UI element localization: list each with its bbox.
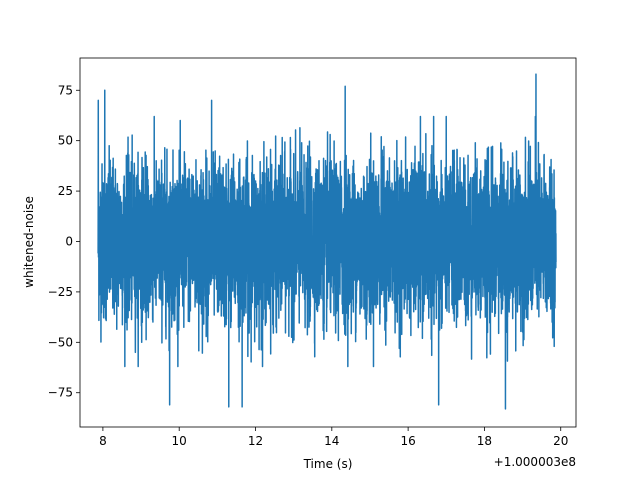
x-tick-label: 8 — [99, 434, 107, 448]
y-tick-label: −50 — [48, 335, 73, 349]
x-tick-label: 20 — [553, 434, 568, 448]
y-tick-label: 50 — [58, 134, 73, 148]
series-line — [97, 73, 557, 410]
y-tick-label: 75 — [58, 83, 73, 97]
x-tick-label: 16 — [400, 434, 415, 448]
y-tick-label: 0 — [65, 234, 73, 248]
x-axis: 8 10 12 14 16 18 20 — [99, 427, 568, 448]
y-tick-label: −25 — [48, 285, 73, 299]
x-tick-label: 12 — [248, 434, 263, 448]
y-axis-label: whitened-noise — [22, 196, 36, 288]
plot-frame — [79, 57, 577, 428]
x-axis-label: Time (s) — [303, 457, 353, 471]
x-tick-label: 18 — [477, 434, 492, 448]
x-offset-label: +1.000003e8 — [494, 455, 576, 469]
x-tick-label: 14 — [324, 434, 339, 448]
y-tick-label: −75 — [48, 386, 73, 400]
y-tick-label: 25 — [58, 184, 73, 198]
x-tick-label: 10 — [172, 434, 187, 448]
y-axis: −75 −50 −25 0 25 50 75 — [48, 83, 80, 400]
